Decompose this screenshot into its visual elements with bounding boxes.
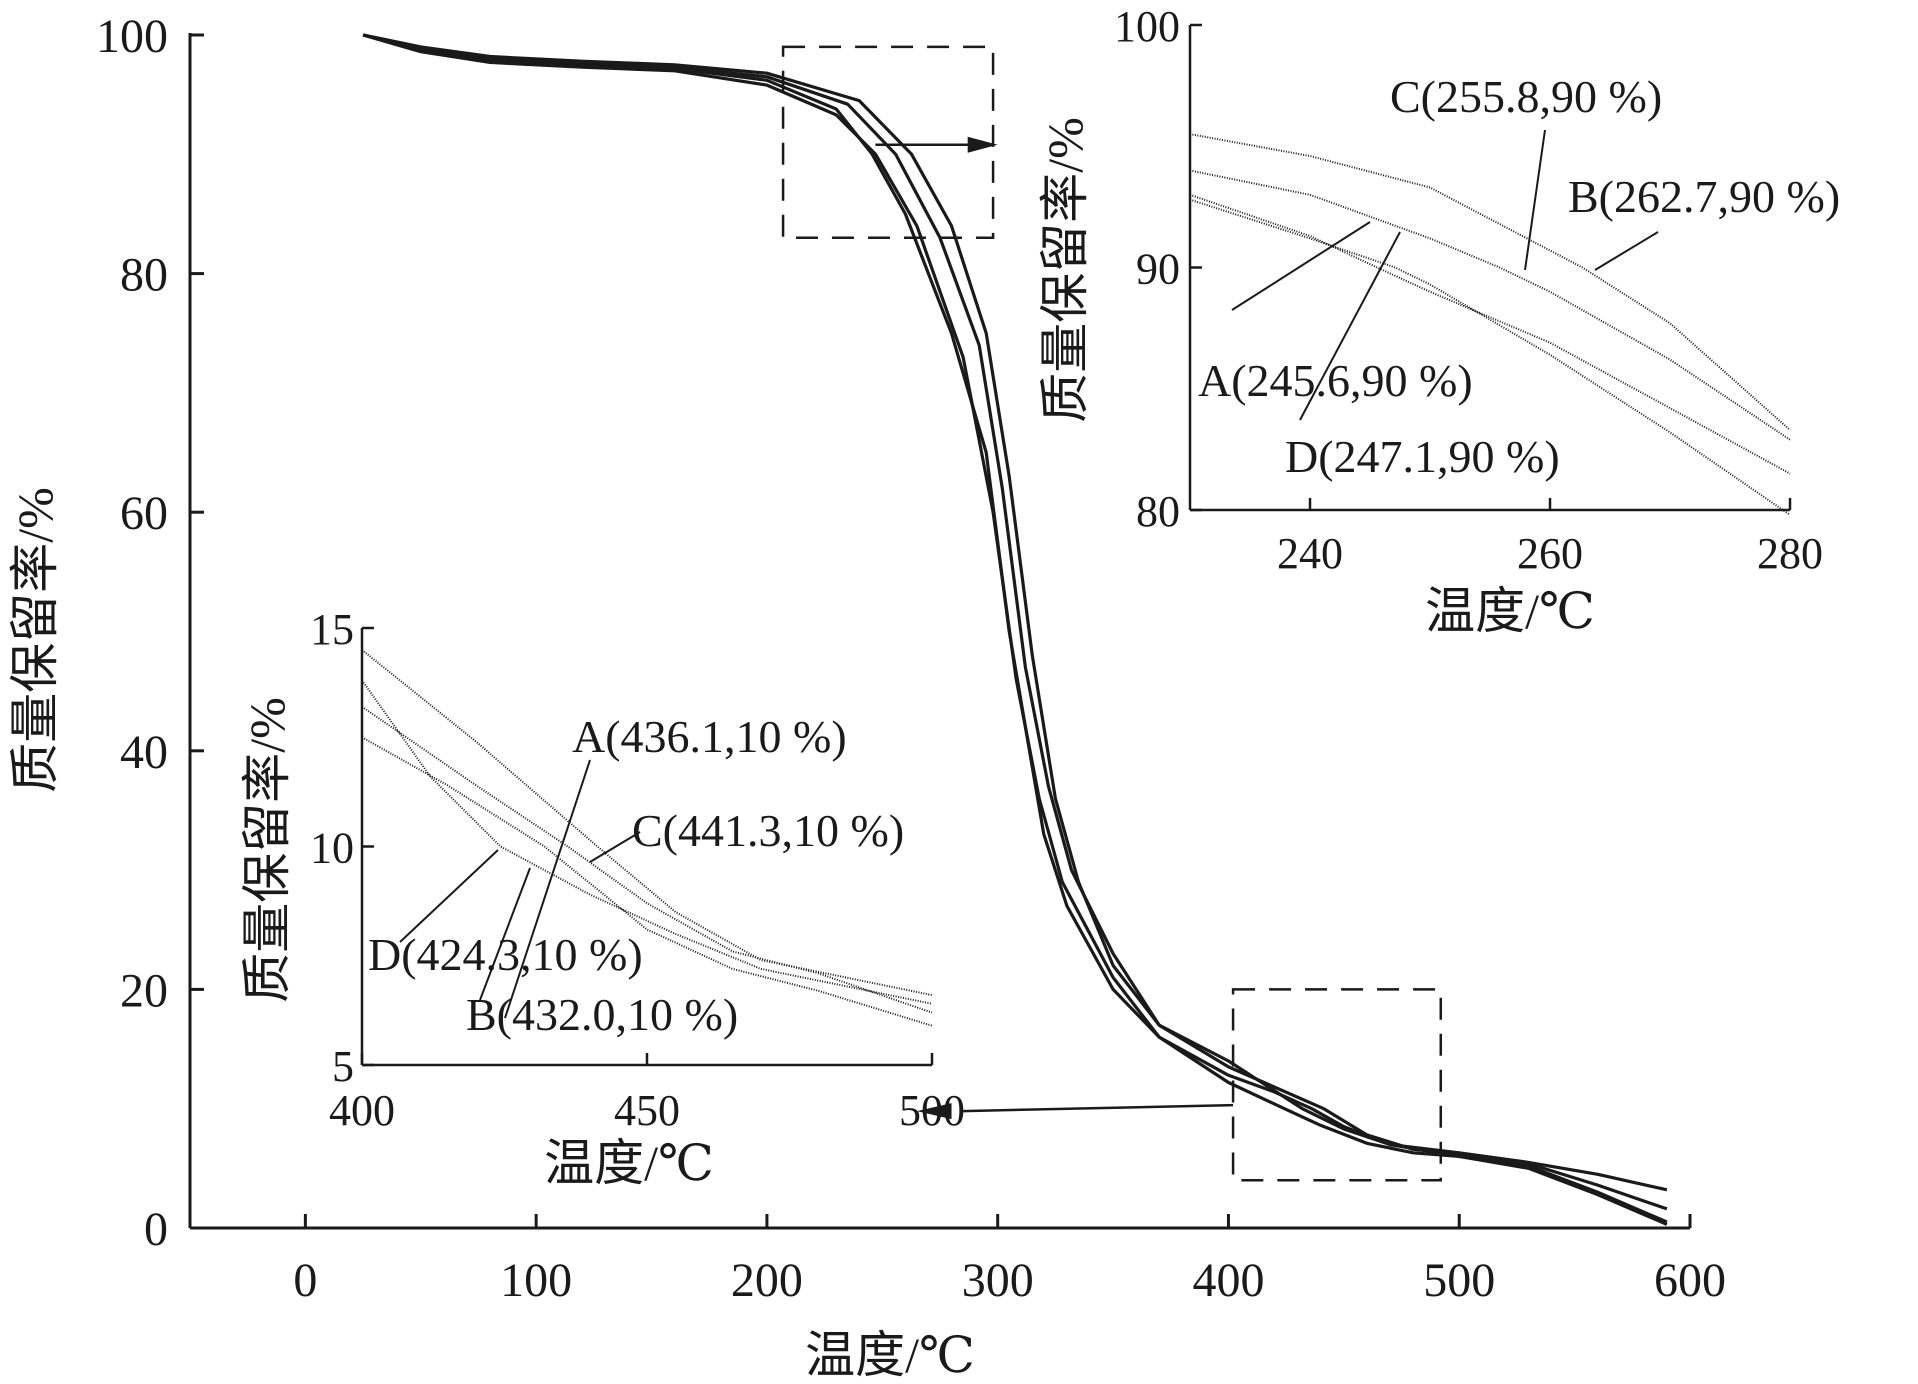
zoom-box-top bbox=[781, 45, 995, 240]
inset-top-annotation-leader bbox=[1231, 221, 1371, 311]
inset-bottom-x-tick-label: 450 bbox=[614, 1086, 680, 1135]
main-chart: 0 100 200 300 400 500 600 0 20 40 60 80 100 温度/℃ 质量保留率… bbox=[7, 10, 1726, 1383]
y-tick-label: 20 bbox=[120, 964, 168, 1017]
x-tick-label: 300 bbox=[962, 1254, 1034, 1307]
inset-top-background bbox=[1160, 0, 1918, 640]
zoom-indicators bbox=[781, 45, 1443, 1182]
x-tick-label: 600 bbox=[1654, 1254, 1726, 1307]
inset-bottom-annotation-leader bbox=[589, 831, 641, 863]
inset-chart-top-right: 240 260 280 80 90 100 温度/℃ 质量保留率/% C(255.8,90 %)… bbox=[1037, 0, 1918, 640]
inset-bottom-annotation: A(436.1,10 %) bbox=[572, 711, 847, 762]
x-tick-label: 100 bbox=[500, 1254, 572, 1307]
inset-top-y-axis-title: 质量保留率/% bbox=[1037, 117, 1093, 423]
zoom-arrow-top-head bbox=[967, 136, 998, 153]
y-tick-label: 60 bbox=[120, 487, 168, 540]
x-tick-label: 200 bbox=[731, 1254, 803, 1307]
y-tick-label: 0 bbox=[144, 1203, 168, 1256]
inset-bottom-y-tick-label: 5 bbox=[332, 1042, 354, 1091]
inset-bottom-y-tick-label: 10 bbox=[310, 824, 354, 873]
y-tick-label: 40 bbox=[120, 726, 168, 779]
inset-bottom-y-axis-title: 质量保留率/% bbox=[239, 697, 295, 1003]
zoom-box-bottom bbox=[1231, 988, 1443, 1182]
inset-top-x-axis-title: 温度/℃ bbox=[1425, 583, 1595, 639]
inset-top-x-tick-label: 260 bbox=[1517, 529, 1583, 578]
inset-top-annotation-leader bbox=[1594, 231, 1659, 271]
inset-top-annotation-leader bbox=[1299, 231, 1401, 421]
zoom-arrow-bottom bbox=[963, 1103, 1234, 1113]
x-tick-label: 500 bbox=[1423, 1254, 1495, 1307]
inset-bottom-series-B bbox=[361, 736, 933, 1027]
inset-top-annotation: A(245.6,90 %) bbox=[1198, 355, 1473, 406]
inset-top-annotation: B(262.7,90 %) bbox=[1568, 171, 1840, 222]
inset-bottom-series-D bbox=[361, 679, 933, 1005]
series-line-D bbox=[362, 33, 1668, 1226]
inset-top-y-tick-label: 100 bbox=[1114, 2, 1180, 51]
inset-top-annotation-leader bbox=[1524, 129, 1546, 271]
inset-bottom-x-axis-title: 温度/℃ bbox=[544, 1135, 714, 1191]
y-tick-label: 80 bbox=[120, 249, 168, 302]
inset-top-x-tick-label: 240 bbox=[1277, 529, 1343, 578]
inset-bottom-x-tick-label: 400 bbox=[329, 1086, 395, 1135]
y-axis-title: 质量保留率/% bbox=[7, 487, 63, 793]
inset-bottom-annotation-leader bbox=[479, 867, 531, 1001]
inset-top-x-tick-label: 280 bbox=[1757, 529, 1823, 578]
inset-bottom-annotation: D(424.3,10 %) bbox=[368, 929, 643, 980]
x-tick-label: 0 bbox=[293, 1254, 317, 1307]
inset-top-series-C bbox=[1189, 169, 1791, 441]
inset-bottom-annotation-leader bbox=[504, 759, 591, 1019]
x-tick-label: 400 bbox=[1192, 1254, 1264, 1307]
inset-bottom-background bbox=[225, 600, 985, 1200]
inset-bottom-annotation: C(441.3,10 %) bbox=[632, 805, 904, 856]
x-axis-title: 温度/℃ bbox=[805, 1327, 975, 1383]
inset-bottom-y-tick-label: 15 bbox=[310, 605, 354, 654]
inset-top-y-tick-label: 80 bbox=[1136, 487, 1180, 536]
inset-bottom-annotation-leader bbox=[399, 849, 499, 943]
inset-top-annotation: D(247.1,90 %) bbox=[1285, 431, 1560, 482]
y-tick-label: 100 bbox=[96, 10, 168, 63]
zoom-arrow-bottom-head bbox=[916, 1103, 952, 1120]
inset-bottom-series-A bbox=[361, 705, 933, 1014]
inset-top-annotation: C(255.8,90 %) bbox=[1390, 71, 1662, 122]
inset-top-y-tick-label: 90 bbox=[1136, 245, 1180, 294]
series-line-C bbox=[362, 33, 1668, 1211]
inset-bottom-annotation: B(432.0,10 %) bbox=[466, 989, 738, 1040]
